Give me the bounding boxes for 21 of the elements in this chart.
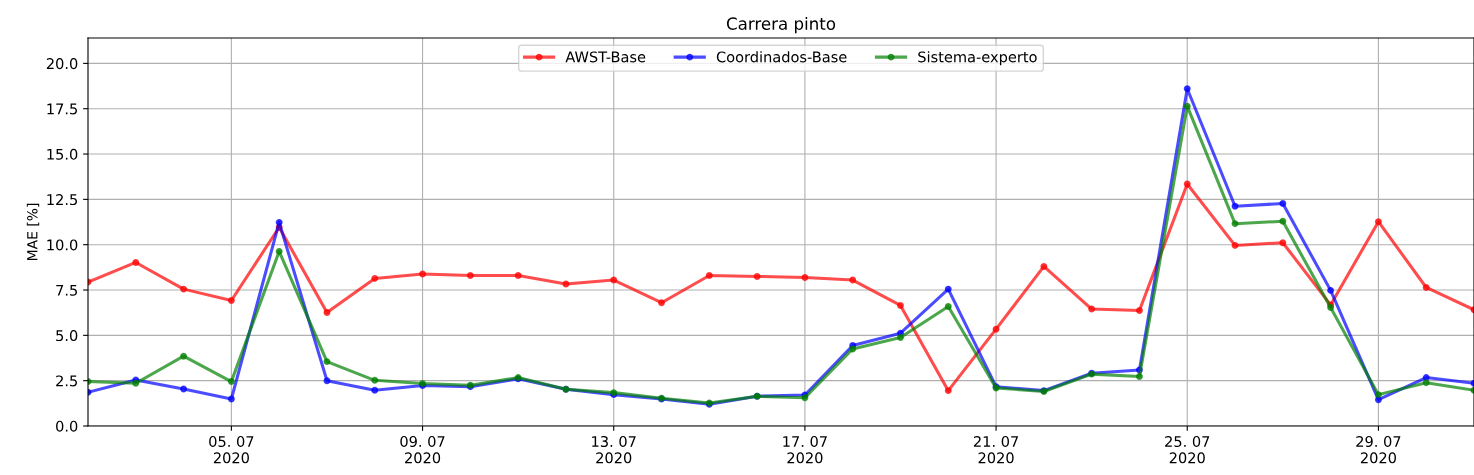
y-tick-label: 2.5 <box>56 375 77 387</box>
x-tick-label: 05. 07 2020 <box>209 435 254 464</box>
y-tick-label: 20.0 <box>46 58 78 70</box>
legend-label: Coordinados-Base <box>716 51 847 63</box>
y-axis-title: MAE [%] <box>26 203 40 260</box>
legend-label: Sistema-experto <box>918 51 1037 66</box>
y-tick-label: 12.5 <box>47 194 77 206</box>
x-tick-label: 17. 07 2020 <box>783 435 827 464</box>
y-tick-label: 10.0 <box>47 239 78 251</box>
y-tick-label: 7.5 <box>56 284 77 296</box>
y-tick-label: 15.0 <box>47 148 78 160</box>
legend-label: AWST-Base <box>565 51 646 63</box>
x-tick-label: 25. 07 2020 <box>1165 435 1210 464</box>
y-tick-label: 17.5 <box>47 103 77 115</box>
y-tick-label: 5.0 <box>56 330 78 342</box>
x-tick-label: 29. 07 2020 <box>1356 435 1401 464</box>
x-tick-label: 09. 07 2020 <box>400 435 445 464</box>
x-tick-label: 13. 07 2020 <box>592 435 636 464</box>
x-tick-label: 21. 07 2020 <box>973 435 1019 464</box>
y-tick-label: 0.0 <box>56 420 78 432</box>
chart-title: Carrera pinto <box>726 17 836 34</box>
